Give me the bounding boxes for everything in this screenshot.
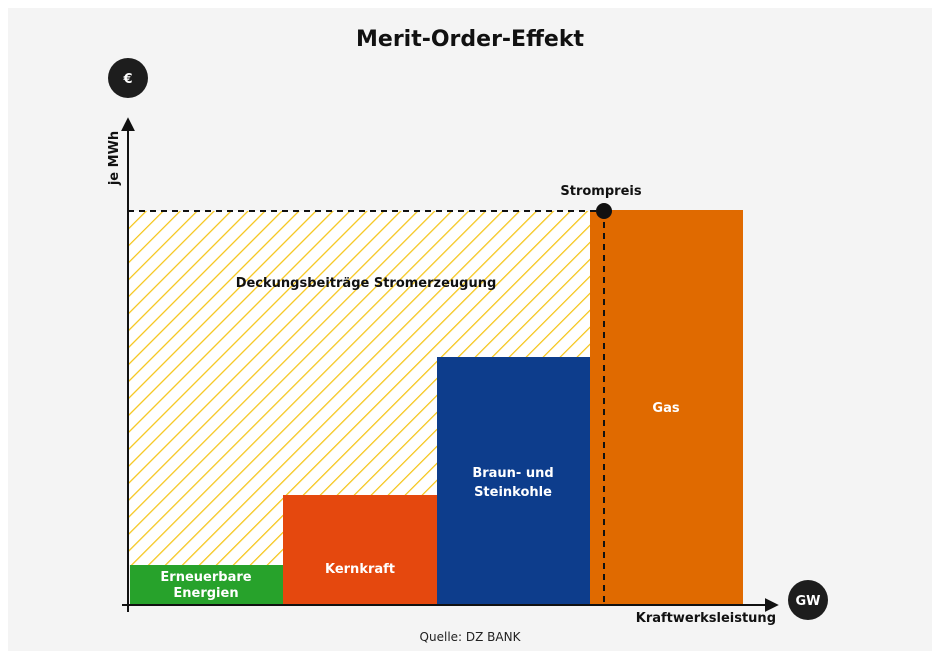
block-gas (590, 210, 743, 605)
block-label: Gas (652, 401, 679, 416)
title: Merit-Order-Effekt (356, 27, 584, 52)
block-label: Erneuerbare (160, 570, 251, 585)
block-nuclear (283, 495, 437, 605)
block-renewables (130, 565, 283, 605)
x-icon (788, 580, 828, 620)
y-icon-label: € (122, 72, 132, 87)
block-label: Energien (173, 586, 238, 601)
y-axis-label: je MWh (107, 131, 122, 186)
x-axis-label: Kraftwerksleistung (636, 611, 776, 626)
block-label: Steinkohle (474, 485, 552, 500)
block-coal (437, 357, 590, 605)
source: Quelle: DZ BANK (420, 630, 522, 644)
hatched-area (128, 211, 590, 565)
block-label: Kernkraft (325, 562, 395, 577)
price-point (596, 203, 612, 219)
block-label: Braun- und (472, 466, 553, 481)
price-label: Strompreis (560, 184, 641, 199)
x-icon-label: GW (795, 594, 820, 609)
area-label: Deckungsbeiträge Stromerzeugung (236, 276, 497, 291)
y-icon (108, 58, 148, 98)
